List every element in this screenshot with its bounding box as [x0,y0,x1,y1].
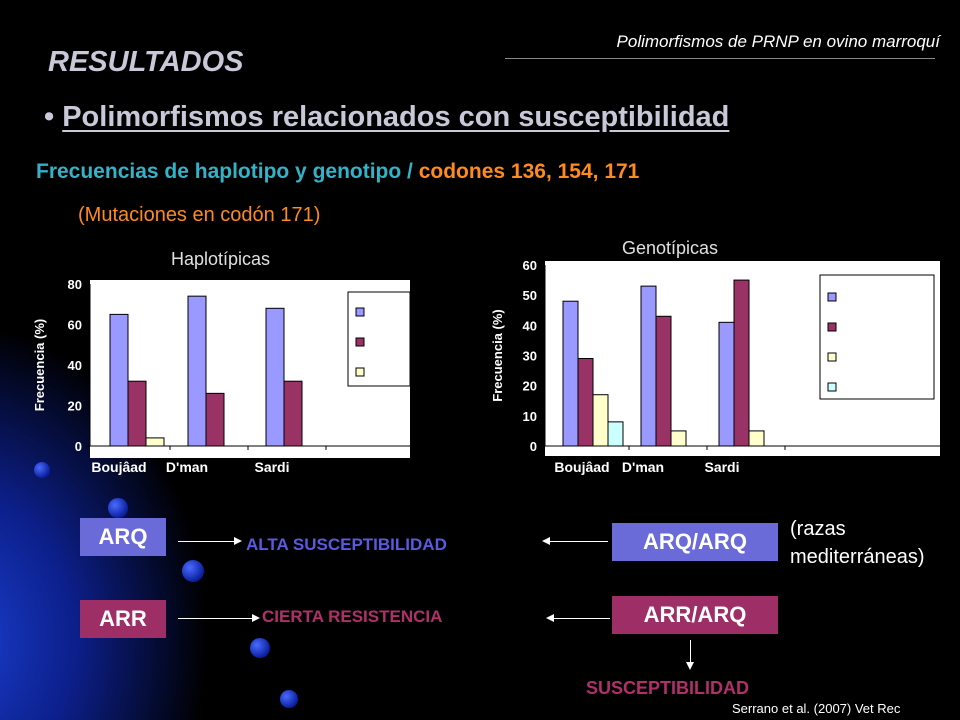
y-tick-label: 10 [523,409,537,424]
legend-swatch-2 [827,352,837,362]
legend-swatch-2 [355,367,365,377]
y-tick-label: 0 [75,439,82,454]
legend-label-1: ARR [372,334,401,349]
legend-swatch-0 [827,292,837,302]
y-tick-label: 60 [68,318,82,333]
y-axis-label: Frecuencia (%) [32,319,47,411]
y-tick-label: 40 [523,318,537,333]
y-axis-label: Frecuencia (%) [490,309,505,401]
bar-arr-arr-0 [592,394,609,447]
citation: Serrano et al. (2007) Vet Rec [732,701,901,716]
chart-title-genotipicas: Genotípicas [622,238,719,258]
bar-arq-1 [187,295,207,447]
bar-arh-arq-0 [607,421,624,447]
bar-arr-2 [283,380,303,447]
razas-line-2: mediterráneas) [790,546,925,568]
frequency-heading-part-a: Frecuencias de haplotipo y genotipo / [36,160,419,183]
decorative-dot [280,690,298,708]
legend-swatch-3 [827,382,837,392]
haplotype-chart: 0 20 40 60 80 Frecuencia (%) Boujâad D'man Sardi… [32,277,411,475]
razas-line-1: (razas [790,518,846,540]
bar-arr-arr-1 [670,430,687,447]
decorative-dot [250,638,270,658]
x-tick-label: Boujâad [91,459,146,475]
arrow-arq-to-alta [178,541,236,542]
bar-arr-arq-0 [577,358,594,447]
arrow-arr-to-cierta [178,618,254,619]
legend-swatch-1 [827,322,837,332]
y-tick-label: 50 [523,288,537,303]
arq-box: ARQ [80,518,166,556]
legend-label-2: ARR/ARR [844,349,905,364]
cierta-resistencia-label: CIERTA RESISTENCIA [262,607,443,626]
presentation-subject: Polimorfismos de PRNP en ovino marroquí [616,32,940,51]
y-tick-label: 20 [523,379,537,394]
bar-arq-arq-1 [640,285,657,447]
y-tick-label: 30 [523,349,537,364]
bar-arh-0 [145,437,165,447]
y-tick-label: 0 [530,439,537,454]
legend-box [819,274,935,400]
decorative-dot [34,462,50,478]
bar-arq-0 [109,313,129,447]
y-tick-label: 60 [523,258,537,273]
arqarq-box: ARQ/ARQ [612,523,778,561]
y-tick-label: 40 [68,358,82,373]
y-tick-label: 20 [68,399,82,414]
arrow-arqarq-to-alta [548,541,608,542]
genotype-chart: 0 10 20 30 40 50 60 Frecuencia (%) Boujâad D'man S… [490,258,940,475]
legend-label-2: ARH [372,364,400,379]
arrow-head [546,614,554,622]
legend-swatch-1 [355,337,365,347]
arrow-arrarq-to-cierta [552,618,610,619]
header-rule [505,58,935,59]
arr-box: ARR [80,600,166,638]
arrow-down-line [690,640,691,664]
arrow-head [252,614,260,622]
bar-arq-2 [265,307,285,447]
x-tick-label: Sardi [704,459,739,475]
bar-arr-arq-2 [733,279,750,447]
bar-arr-0 [127,380,147,447]
legend-swatch-0 [355,307,365,317]
x-tick-label: Boujâad [554,459,609,475]
mutation-note: (Mutaciones en codón 171) [78,204,321,226]
alta-susceptibilidad-label: ALTA SUSCEPTIBILIDAD [246,535,447,554]
arrow-head [686,662,694,670]
razas-note: (razas mediterráneas) [790,515,925,571]
legend-label-0: ARQ/ARQ [844,289,905,304]
bullet-heading-text: Polimorfismos relacionados con susceptib… [62,101,730,133]
arrow-head [542,537,550,545]
decorative-dot [182,560,204,582]
x-tick-label: Sardi [254,459,289,475]
bar-arr-1 [205,392,225,447]
x-tick-label: D'man [166,459,208,475]
bar-arq-arq-2 [718,321,735,447]
bullet-glyph: • [44,101,55,133]
bar-arr-arq-1 [655,315,672,447]
bullet-heading: • Polimorfismos relacionados con suscept… [44,101,729,134]
arrow-head [234,537,242,545]
frequency-heading-part-b: codones 136, 154, 171 [418,160,640,183]
frequency-heading: Frecuencias de haplotipo y genotipo / co… [36,160,639,184]
susceptibilidad-label: SUSCEPTIBILIDAD [586,678,750,698]
legend-label-3: ARH/ARQ [844,379,905,394]
x-tick-label: D'man [622,459,664,475]
decorative-dot [108,498,128,518]
legend-label-1: ARR/ARQ [844,319,905,334]
arrarq-box: ARR/ARQ [612,596,778,634]
bar-arr-arr-2 [748,430,765,447]
bar-arq-arq-0 [562,300,579,447]
section-title: RESULTADOS [48,46,244,78]
y-tick-label: 80 [68,277,82,292]
legend-label-0: ARQ [372,304,401,319]
chart-title-haplotipicas: Haplotípicas [171,249,271,269]
